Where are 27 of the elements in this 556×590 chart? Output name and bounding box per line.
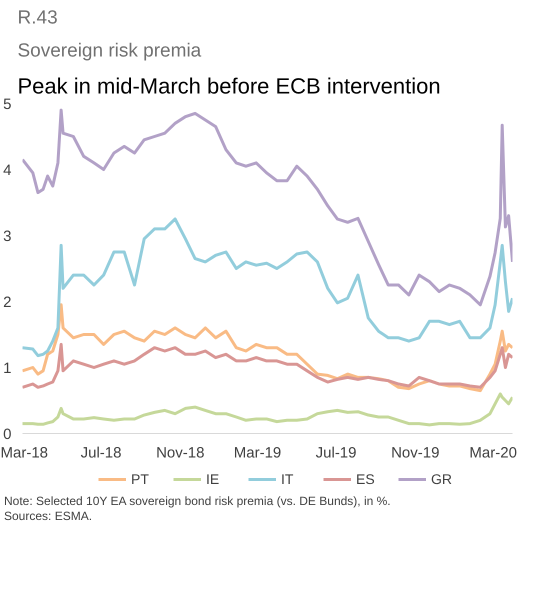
line-series bbox=[22, 392, 512, 426]
y-tick-label: 2 bbox=[3, 294, 12, 311]
legend-label: GR bbox=[431, 471, 452, 487]
x-tick-label: Nov-18 bbox=[156, 444, 204, 462]
x-tick-label: Mar-20 bbox=[469, 444, 517, 462]
legend-label: IT bbox=[281, 471, 294, 487]
x-tick-label: Mar-19 bbox=[234, 444, 282, 462]
chart-title: Sovereign risk premia bbox=[18, 40, 202, 62]
source-note: Sources: ESMA. bbox=[4, 509, 92, 524]
x-tick-label: Nov-19 bbox=[391, 444, 440, 462]
line-series bbox=[22, 342, 512, 389]
x-tick-label: Mar-18 bbox=[0, 444, 48, 462]
y-tick-label: 3 bbox=[3, 228, 12, 245]
chart-subtitle: Peak in mid-March before ECB intervention bbox=[18, 74, 441, 98]
line-series bbox=[22, 218, 512, 358]
legend-label: PT bbox=[131, 471, 150, 487]
y-tick-label: 5 bbox=[3, 96, 12, 113]
x-tick-label: Jul-19 bbox=[316, 444, 357, 462]
y-tick-label: 1 bbox=[3, 360, 12, 377]
y-tick-label: 4 bbox=[3, 162, 12, 179]
legend-label: ES bbox=[356, 471, 376, 487]
y-tick-label: 0 bbox=[3, 426, 12, 443]
legend-label: IE bbox=[206, 471, 220, 487]
x-tick-label: Jul-18 bbox=[80, 444, 122, 462]
text: R.43 bbox=[18, 8, 58, 28]
text: Note: Selected 10Y EA sovereign bond risk premia (vs. DE Bunds), in %. bbox=[4, 494, 391, 509]
line-series bbox=[22, 108, 512, 306]
